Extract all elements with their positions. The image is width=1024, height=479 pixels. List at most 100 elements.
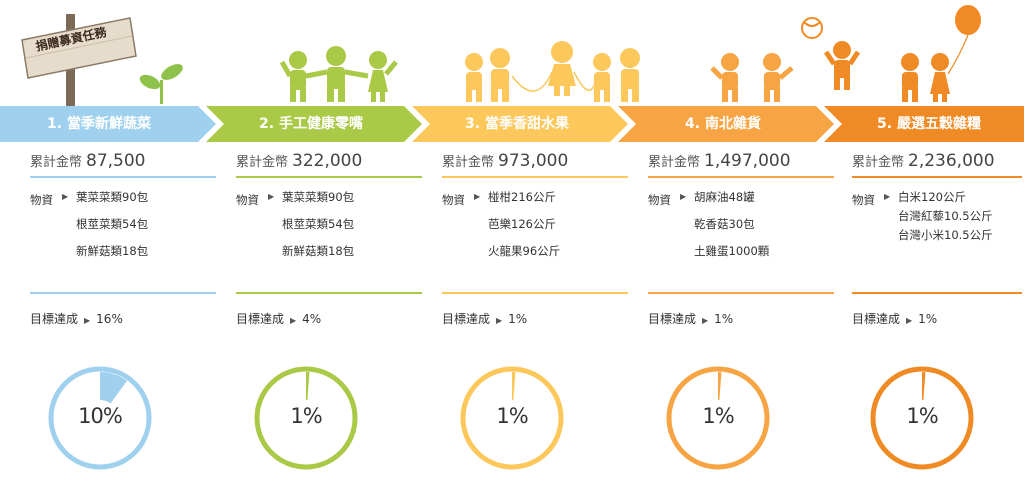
orange-kids-icon: [710, 53, 794, 102]
list-item: 胡麻油48罐: [694, 190, 755, 204]
items-list: 白米120公斤 台灣紅藜10.5公斤 台灣小米10.5公斤: [898, 190, 998, 247]
progress-ring-1: [48, 366, 152, 470]
ring-percent-4: 1%: [702, 404, 734, 428]
sprout-icon: [139, 64, 183, 104]
tab-mission-3[interactable]: 3. 當季香甜水果: [465, 116, 569, 132]
progress-ring-2: [254, 366, 358, 470]
arrow-right-icon: ▶: [496, 316, 503, 325]
mission-column-1: 累計金幣 87,500 物資 ▶ 葉菜菜類90包 根莖菜類54包 新鮮菇類18包 …: [30, 150, 216, 326]
items-section: 物資 ▶ 白米120公斤 台灣紅藜10.5公斤 台灣小米10.5公斤: [852, 178, 1024, 292]
items-label: 物資: [648, 193, 671, 207]
ring-track: [870, 366, 974, 470]
arrow-right-icon: ▶: [62, 192, 69, 201]
amount-row: 累計金幣 1,497,000: [648, 150, 834, 176]
arrow-right-icon: ▶: [290, 316, 297, 325]
arrow-right-icon: ▶: [474, 192, 481, 201]
arrow-right-icon: ▶: [680, 192, 687, 201]
arrow-right-icon: ▶: [884, 192, 891, 201]
items-list: 葉菜菜類90包 根莖菜類54包 新鮮菇類18包: [282, 190, 422, 271]
progress-ring-4: [666, 366, 770, 470]
items-label: 物資: [852, 193, 875, 207]
tab-mission-2[interactable]: 2. 手工健康零嘴: [259, 116, 363, 132]
mission-column-4: 累計金幣 1,497,000 物資 ▶ 胡麻油48罐 乾香菇30包 土雞蛋1000…: [648, 150, 834, 326]
list-item: 白米120公斤: [898, 190, 966, 204]
goal-label: 目標達成: [30, 312, 79, 326]
divider: [442, 176, 628, 178]
goal-label: 目標達成: [852, 312, 901, 326]
divider: [648, 176, 834, 178]
mission-column-2: 累計金幣 322,000 物資 ▶ 葉菜菜類90包 根莖菜類54包 新鮮菇類18包…: [236, 150, 422, 326]
tab-mission-5[interactable]: 5. 嚴選五穀雜糧: [877, 116, 981, 132]
goal-label: 目標達成: [442, 312, 491, 326]
items-section: 物資 ▶ 葉菜菜類90包 根莖菜類54包 新鮮菇類18包: [236, 178, 422, 292]
arrow-right-icon: ▶: [84, 316, 91, 325]
items-section: 物資 ▶ 胡麻油48罐 乾香菇30包 土雞蛋1000顆: [648, 178, 834, 292]
goal-label: 目標達成: [648, 312, 697, 326]
goal-row: 目標達成 ▶ 16%: [30, 310, 216, 326]
band-segment-5-shape: [824, 106, 1024, 142]
band-segment-4-shape: [618, 106, 834, 142]
divider: [442, 292, 628, 294]
amount-row: 累計金幣 973,000: [442, 150, 628, 176]
ring-track: [460, 366, 564, 470]
list-item: 根莖菜類54包: [282, 217, 355, 231]
tab-mission-4[interactable]: 4. 南北雜貨: [685, 116, 761, 132]
ring-track: [666, 366, 770, 470]
band-segment-2-shape: [206, 106, 422, 142]
divider: [30, 176, 216, 178]
list-item: 芭樂126公斤: [488, 217, 556, 231]
progress-ring-3: [460, 366, 564, 470]
goal-row: 目標達成 ▶ 4%: [236, 310, 422, 326]
divider: [852, 292, 1022, 294]
items-list: 椪柑216公斤 芭樂126公斤 火龍果96公斤: [488, 190, 628, 271]
divider: [852, 176, 1022, 178]
list-item: 葉菜菜類90包: [282, 190, 355, 204]
items-section: 物資 ▶ 葉菜菜類90包 根莖菜類54包 新鮮菇類18包: [30, 178, 216, 292]
arrow-right-icon: ▶: [906, 316, 913, 325]
tab-mission-1[interactable]: 1. 當季新鮮蔬菜: [47, 116, 151, 132]
divider: [648, 292, 834, 294]
goal-label: 目標達成: [236, 312, 285, 326]
divider: [236, 292, 422, 294]
ring-wedge: [512, 372, 516, 401]
mission-column-3: 累計金幣 973,000 物資 ▶ 椪柑216公斤 芭樂126公斤 火龍果96公斤…: [442, 150, 628, 326]
amount-label: 累計金幣: [648, 155, 701, 170]
amount-value: 2,236,000: [908, 151, 995, 171]
amount-row: 累計金幣 322,000: [236, 150, 422, 176]
band-segment-1-shape: [0, 106, 216, 142]
amount-row: 累計金幣 87,500: [30, 150, 216, 176]
goal-row: 目標達成 ▶ 1%: [852, 310, 1024, 326]
yellow-kids-icon: [465, 41, 640, 102]
ring-wedge: [306, 372, 310, 401]
amount-value: 87,500: [86, 151, 146, 171]
ring-percent-2: 1%: [290, 404, 322, 428]
amount-label: 累計金幣: [236, 155, 289, 170]
goal-value: 1%: [918, 312, 938, 326]
list-item: 新鮮菇類18包: [282, 244, 355, 258]
list-item: 土雞蛋1000顆: [694, 244, 770, 258]
ring-percent-5: 1%: [906, 404, 938, 428]
divider: [236, 176, 422, 178]
ring-wedge: [100, 372, 128, 404]
arrow-right-icon: ▶: [702, 316, 709, 325]
list-item: 根莖菜類54包: [76, 217, 149, 231]
list-item: 台灣小米10.5公斤: [898, 228, 993, 242]
green-kids-icon: [279, 46, 398, 102]
goal-value: 1%: [508, 312, 528, 326]
list-item: 火龍果96公斤: [488, 244, 561, 258]
items-label: 物資: [236, 193, 259, 207]
ring-wedge: [718, 372, 722, 401]
list-item: 葉菜菜類90包: [76, 190, 149, 204]
items-label: 物資: [442, 193, 465, 207]
band-segment-3-shape: [412, 106, 628, 142]
mission-column-5: 累計金幣 2,236,000 物資 ▶ 白米120公斤 台灣紅藜10.5公斤 台灣…: [852, 150, 1024, 326]
items-section: 物資 ▶ 椪柑216公斤 芭樂126公斤 火龍果96公斤: [442, 178, 628, 292]
ring-percent-1: 10%: [78, 404, 123, 428]
amount-label: 累計金幣: [442, 155, 495, 170]
amount-value: 322,000: [292, 151, 363, 171]
list-item: 乾香菇30包: [694, 217, 755, 231]
amount-row: 累計金幣 2,236,000: [852, 150, 1024, 176]
goal-value: 1%: [714, 312, 734, 326]
items-list: 胡麻油48罐 乾香菇30包 土雞蛋1000顆: [694, 190, 834, 271]
